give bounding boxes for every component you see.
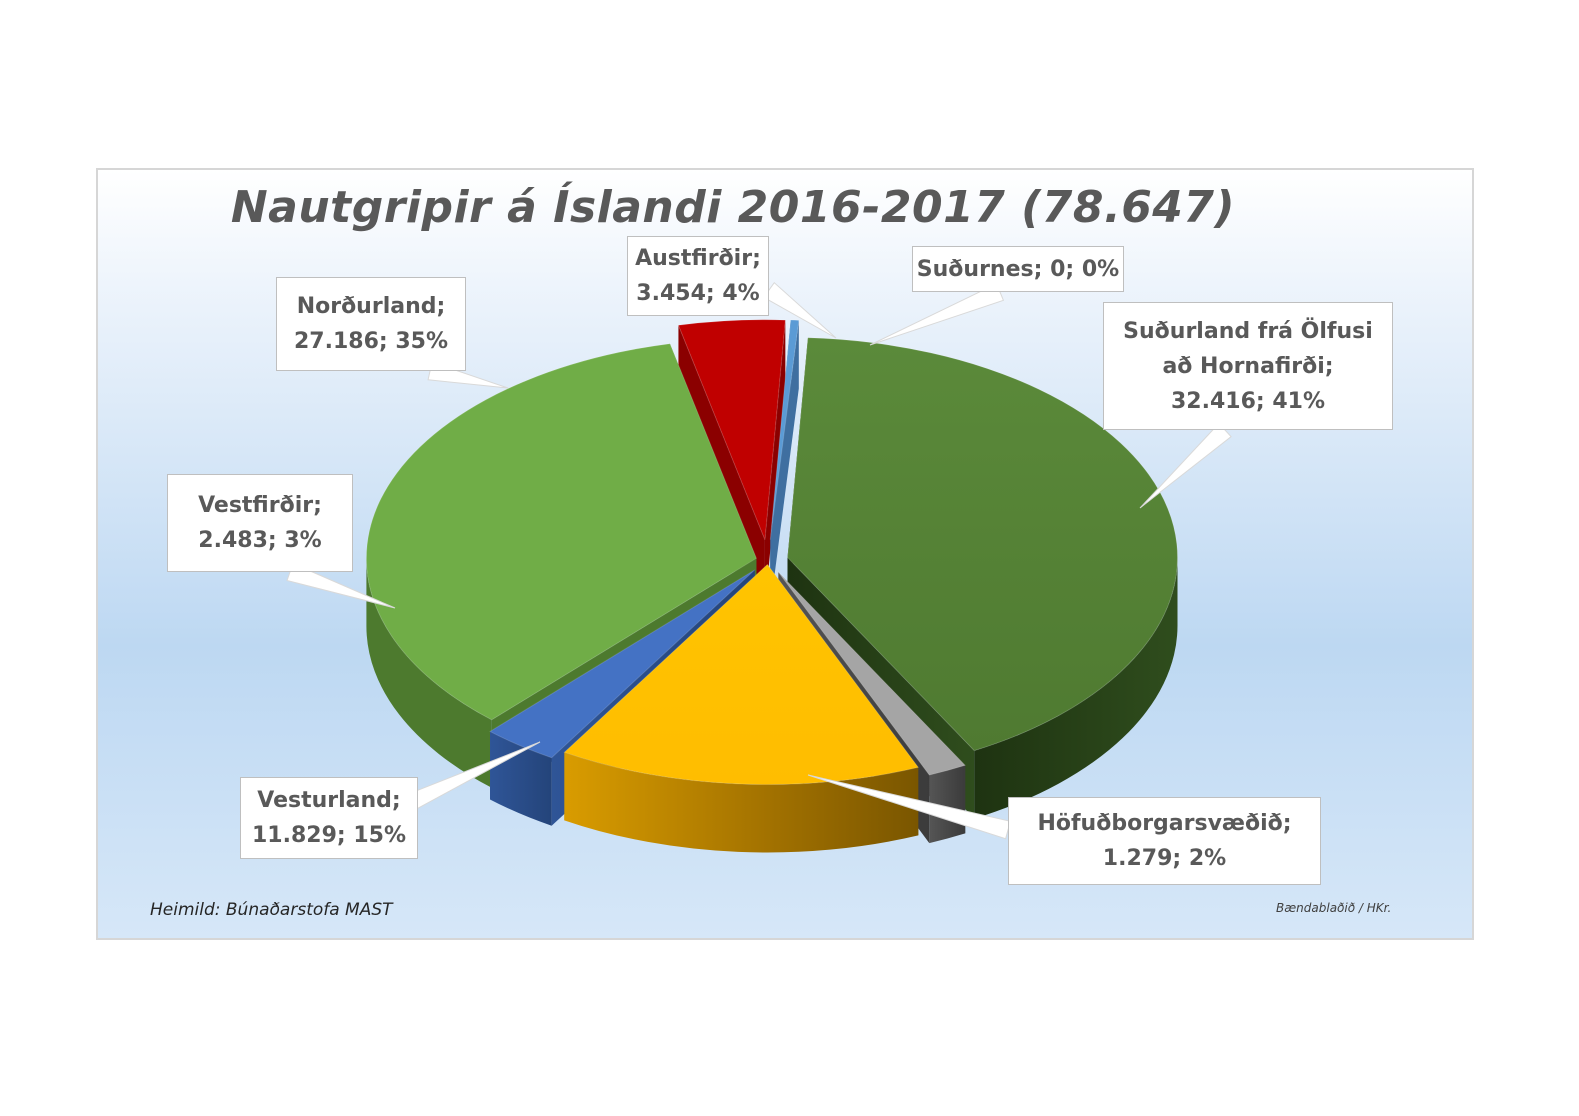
slice-sudurland-side — [974, 557, 1178, 819]
slice-vestfirdir-data-label: Vestfirðir; 2.483; 3% — [167, 474, 353, 572]
slice-vestfirdir-side — [490, 731, 552, 826]
slice-nordurland-side — [366, 558, 492, 788]
data-label-line: 2.483; 3% — [198, 528, 322, 553]
data-label-line: Vesturland; — [257, 788, 401, 813]
data-label-line: Suðurland frá Ölfusi — [1123, 318, 1373, 344]
data-label-line: 32.416; 41% — [1170, 388, 1325, 414]
data-label-line: 3.454; 4% — [636, 281, 760, 306]
data-label-line: Vestfirðir; — [198, 493, 322, 518]
slice-sudurland-leader-line — [1139, 422, 1232, 509]
slice-vestfirdir — [489, 569, 756, 759]
chart-title: Nautgripir á Íslandi 2016-2017 (78.647) — [230, 182, 1236, 233]
slice-sudurnes-edge-end — [770, 320, 799, 608]
slice-hofudborgarsvaedid-side — [929, 765, 966, 844]
source-note: Heimild: Búnaðarstofa MAST — [150, 900, 393, 920]
data-label-line: að Hornafirði; — [1162, 353, 1334, 379]
slice-sudurnes — [769, 319, 800, 540]
slice-hofudborgarsvaedid-data-label: Höfuðborgarsvæðið; 1.279; 2% — [1008, 797, 1321, 885]
data-label-line: Suðurnes; 0; 0% — [916, 256, 1120, 282]
slice-austfirdir-data-label: Austfirðir; 3.454; 4% — [627, 236, 769, 316]
slice-vesturland — [563, 563, 920, 785]
slice-sudurland — [786, 337, 1178, 752]
data-label-line: 11.829; 15% — [251, 823, 406, 848]
slice-austfirdir-edge-end — [764, 320, 786, 608]
slice-austfirdir-leader-line — [763, 281, 837, 339]
data-label-line: 27.186; 35% — [293, 329, 448, 354]
slice-vesturland-data-label: Vesturland; 11.829; 15% — [240, 777, 418, 859]
data-label-line: Höfuðborgarsvæðið; — [1037, 811, 1292, 836]
data-label-line: Austfirðir; — [635, 246, 761, 271]
slice-nordurland-data-label: Norðurland; 27.186; 35% — [276, 277, 466, 371]
slice-sudurnes-leader-line — [869, 282, 1005, 346]
slice-sudurland-data-label: Suðurland frá Ölfusi að Hornafirði; 32.416… — [1103, 302, 1393, 430]
slice-nordurland — [365, 343, 758, 721]
data-label-line: Norðurland; — [296, 294, 446, 319]
slice-austfirdir — [677, 319, 786, 540]
slice-hofudborgarsvaedid — [778, 571, 967, 776]
data-label-line: 1.279; 2% — [1102, 846, 1227, 871]
slice-vestfirdir-leader-line — [286, 562, 396, 609]
slice-vesturland-side — [564, 752, 919, 853]
credit-note: Bændablaðið / HKr. — [1276, 901, 1392, 915]
slice-sudurnes-data-label: Suðurnes; 0; 0% — [912, 246, 1124, 292]
